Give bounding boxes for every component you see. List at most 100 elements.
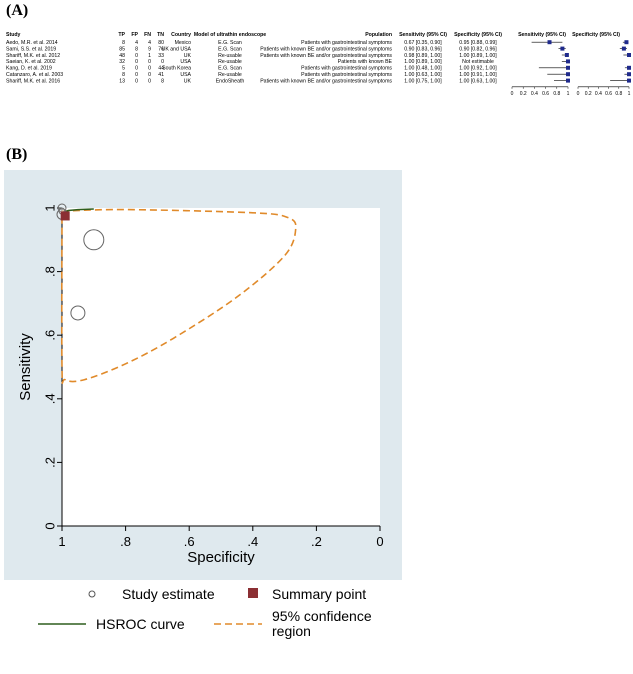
x-tick-label: .2 [311, 534, 322, 549]
row-fn: 0 [148, 66, 151, 72]
row-fp: 0 [135, 72, 138, 78]
sens-axis-tick-label: 0.4 [531, 91, 538, 97]
sroc-plot: 1 .8 .6 .4 .2 0 0 .2 .4 .6 .8 1 Specificity Sensitivi… [4, 203, 402, 668]
sens-axis-tick-label: 0 [511, 91, 514, 97]
row-spec: 1.00 [0.63, 1.00] [459, 78, 497, 84]
row-country: USA [180, 59, 191, 65]
header-sens: Sensitivity (95% CI) [399, 32, 447, 38]
row-tn: 80 [158, 40, 164, 46]
row-spec: 1.00 [0.91, 1.00] [459, 72, 497, 78]
legend-summary-icon [248, 588, 258, 598]
spec-axis-tick-label: 0.4 [595, 91, 602, 97]
row-country: UK and USA [162, 46, 192, 52]
panel-a-label: (A) [6, 2, 29, 19]
row-sens: 0.98 [0.89, 1.00] [404, 53, 442, 59]
y-tick-label: 1 [42, 204, 57, 211]
row-fp: 8 [135, 46, 138, 52]
sens-point [547, 40, 552, 45]
legend-summary-label: Summary point [272, 586, 366, 602]
sens-point [566, 65, 570, 70]
row-sens: 1.00 [0.89, 1.00] [404, 59, 442, 65]
y-axis-label: Sensitivity [17, 333, 34, 401]
sens-point [566, 72, 570, 77]
row-tp: 13 [119, 78, 125, 84]
header-sens-plot: Sensitivity (95% CI) [518, 32, 566, 38]
header-fp: FP [131, 32, 138, 38]
row-tn: 76 [158, 46, 164, 52]
header-population: Population [365, 32, 392, 38]
header-tp: TP [118, 32, 125, 38]
row-fp: 0 [135, 66, 138, 72]
confidence-region [60, 208, 297, 384]
header-fn: FN [144, 32, 151, 38]
row-model: Re-usable [218, 53, 242, 59]
study-estimate-point [83, 229, 105, 251]
x-tick-label: .8 [120, 534, 131, 549]
row-tn: 8 [161, 78, 164, 84]
row-population: Patients with known BE and/or gastrointe… [260, 78, 392, 84]
header-country: Country [171, 32, 191, 38]
sens-point [560, 46, 565, 51]
row-country: South Korea [162, 66, 191, 72]
sens-point [566, 59, 570, 64]
spec-point [621, 46, 626, 51]
spec-axis-tick-label: 0.8 [615, 91, 622, 97]
row-study: Shariff, M.K. et al. 2012 [6, 53, 60, 59]
spec-axis-tick-label: 0 [577, 91, 580, 97]
header-spec: Specificity (95% CI) [454, 32, 502, 38]
spec-point [627, 65, 631, 70]
sroc-plot-area: 1 .8 .6 .4 .2 0 0 .2 .4 .6 .8 1 Specificity Sensitivi… [4, 170, 402, 668]
row-fp: 0 [135, 59, 138, 65]
row-country: USA [180, 72, 191, 78]
row-tp: 8 [122, 40, 125, 46]
row-fp: 0 [135, 78, 138, 84]
row-fn: 0 [148, 59, 151, 65]
row-country: UK [184, 78, 192, 84]
row-tp: 48 [119, 53, 125, 59]
row-spec: 1.00 [0.92, 1.00] [459, 66, 497, 72]
row-tn: 44 [158, 66, 164, 72]
y-tick-label: .4 [42, 393, 57, 404]
row-study: Aedo, M.R. et al. 2014 [6, 40, 58, 46]
row-sens: 0.90 [0.83, 0.96] [404, 46, 442, 52]
row-population: Patients with known BE and/or gastrointe… [260, 46, 392, 52]
row-tp: 32 [119, 59, 125, 65]
row-study: Kang, D. et al. 2019 [6, 66, 52, 72]
sens-axis-tick-label: 0.6 [542, 91, 549, 97]
study-estimate-point [70, 305, 86, 321]
row-fn: 4 [148, 40, 151, 46]
spec-point [627, 78, 631, 83]
x-tick-label: .4 [247, 534, 258, 549]
x-axis-label: Specificity [187, 549, 255, 566]
row-population: Patients with known BE and/or gastrointe… [260, 53, 392, 59]
row-fn: 1 [148, 53, 151, 59]
row-model: Re-usable [218, 72, 242, 78]
header-model: Model of ultrathin endoscope [194, 32, 266, 38]
row-model: E.G. Scan [218, 40, 242, 46]
spec-point [624, 40, 629, 45]
spec-axis-tick-label: 0.2 [585, 91, 592, 97]
plot-region [62, 208, 380, 526]
sens-axis-tick-label: 1 [567, 91, 570, 97]
row-sens: 1.00 [0.48, 1.00] [404, 66, 442, 72]
spec-axis-tick-label: 0.6 [605, 91, 612, 97]
y-tick-label: .8 [42, 266, 57, 277]
row-tn: 33 [158, 53, 164, 59]
row-fn: 0 [148, 72, 151, 78]
row-tn: 41 [158, 72, 164, 78]
row-spec: 0.95 [0.88, 0.99] [459, 40, 497, 46]
spec-point [627, 72, 631, 77]
row-sens: 1.00 [0.63, 1.00] [404, 72, 442, 78]
row-study: Catanzaro, A. et al. 2003 [6, 72, 63, 78]
sens-point [566, 78, 570, 83]
y-tick-label: 0 [42, 522, 57, 529]
row-country: UK [184, 53, 192, 59]
row-fn: 0 [148, 78, 151, 84]
summary-point [60, 211, 70, 221]
header-spec-plot: Specificity (95% CI) [572, 32, 620, 38]
row-fp: 4 [135, 40, 138, 46]
header-study: Study [6, 32, 21, 38]
row-model: EndoSheath [216, 78, 245, 84]
row-spec: 1.00 [0.89, 1.00] [459, 53, 497, 59]
row-fn: 9 [148, 46, 151, 52]
